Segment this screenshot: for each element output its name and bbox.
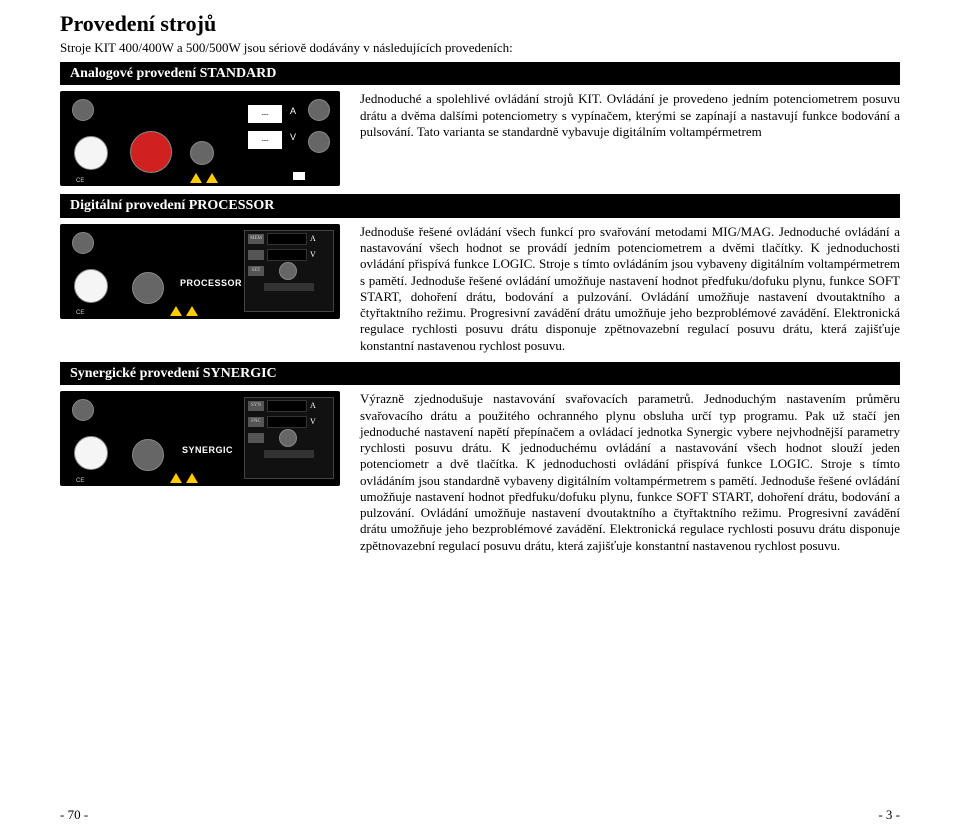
logo-synergic: SYNERGIC [182,445,233,456]
ce-mark: CE [76,310,84,318]
warn-row-synergic [170,473,198,483]
dial-center [132,439,164,471]
panel-synergic: SYNERGIC SYN A FNC V [60,391,340,486]
syn-button: SYN [248,401,264,411]
fuse-icon [293,172,305,180]
warn-row-standard [190,173,218,183]
mem-button: MEM [248,234,264,244]
panel-col-processor: PROCESSOR MEM A V SET [60,224,360,354]
dial-mode [72,232,94,254]
dial-center [132,272,164,304]
page-number-right: - 3 - [878,807,900,823]
section-standard: --- A --- V CE Jednoduché a spolehlivé o… [60,91,900,186]
panel-processor: PROCESSOR MEM A V SET [60,224,340,319]
dial-mode [72,399,94,421]
panel-standard: --- A --- V CE [60,91,340,186]
display-a: --- [248,105,282,123]
warning-icon [186,473,198,483]
unit-a: A [310,234,316,244]
warning-icon [186,306,198,316]
icon-strip [264,450,314,458]
warn-row-processor [170,306,198,316]
label-v: V [290,132,296,143]
bar-standard: Analogové provedení STANDARD [60,62,900,86]
dial-mode [72,99,94,121]
intro-text: Stroje KIT 400/400W a 500/500W jsou séri… [60,40,900,56]
warning-icon [190,173,202,183]
seg-v [267,249,307,261]
section-synergic: SYNERGIC SYN A FNC V [60,391,900,554]
dial-aux2 [308,131,330,153]
ce-mark: CE [76,178,84,186]
page-title: Provedení strojů [60,10,900,38]
dial-rotary-main [74,136,108,170]
warning-icon [170,473,182,483]
page: Provedení strojů Stroje KIT 400/400W a 5… [0,0,960,582]
text-processor: Jednoduše řešené ovládání všech funkcí p… [360,224,900,354]
bar-processor: Digitální provedení PROCESSOR [60,194,900,218]
warning-icon [170,306,182,316]
encoder-knob [279,262,297,280]
seg-a [267,233,307,245]
panel-col-standard: --- A --- V CE [60,91,360,186]
warning-icon [206,173,218,183]
icon-strip [264,283,314,291]
logo-processor: PROCESSOR [180,278,242,289]
section-processor: PROCESSOR MEM A V SET [60,224,900,354]
ce-mark: CE [76,478,84,486]
unit-v: V [310,250,316,260]
seg-a [267,400,307,412]
label-a: A [290,106,296,117]
unit-a: A [310,401,316,411]
dial-rotary-main [74,436,108,470]
display-v: --- [248,131,282,149]
blank-button [248,250,264,260]
set-button: SET [248,266,264,276]
text-synergic: Výrazně zjednodušuje nastavování svařova… [360,391,900,554]
blank-button [248,433,264,443]
page-number-left: - 70 - [60,807,88,823]
panel-col-synergic: SYNERGIC SYN A FNC V [60,391,360,554]
bar-synergic: Synergické provedení SYNERGIC [60,362,900,386]
dial-wirespeed [130,131,172,173]
display-synergic: SYN A FNC V [244,397,334,479]
dial-spot [190,141,214,165]
display-processor: MEM A V SET [244,230,334,312]
seg-v [267,416,307,428]
dial-rotary-main [74,269,108,303]
fnc-button: FNC [248,417,264,427]
footer: - 70 - - 3 - [0,807,960,823]
encoder-knob [279,429,297,447]
text-standard: Jednoduché a spolehlivé ovládání strojů … [360,91,900,186]
dial-aux1 [308,99,330,121]
unit-v: V [310,417,316,427]
